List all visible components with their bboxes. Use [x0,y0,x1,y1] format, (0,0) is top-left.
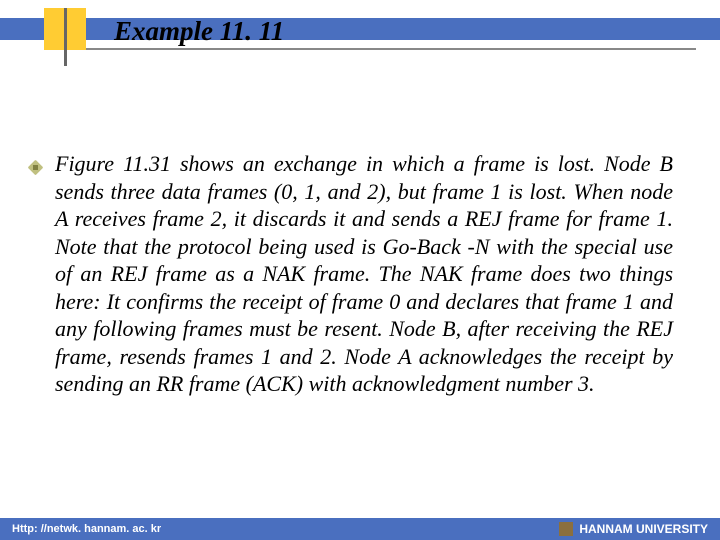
footer-url: Http: //netwk. hannam. ac. kr [12,523,161,535]
footer-institution: HANNAM UNIVERSITY [559,522,708,536]
horizontal-divider [86,48,696,50]
bullet-icon [30,162,41,173]
footer-institution-label: HANNAM UNIVERSITY [579,522,708,536]
slide-title: Example 11. 11 [114,16,284,47]
body-paragraph: Figure 11.31 shows an exchange in which … [55,150,673,398]
vertical-divider [64,8,67,66]
footer-bar: Http: //netwk. hannam. ac. kr HANNAM UNI… [0,518,720,540]
logo-icon [559,522,573,536]
header-bar [0,18,720,40]
